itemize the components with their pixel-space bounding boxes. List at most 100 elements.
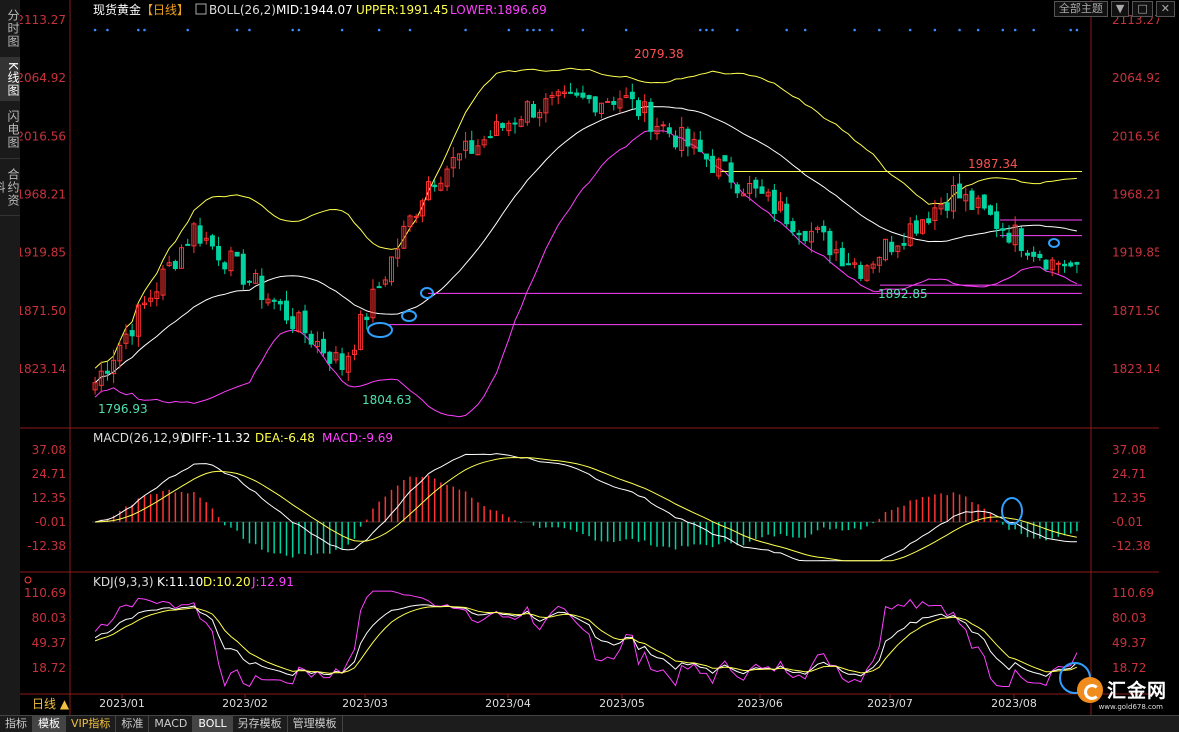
candle-body [827,230,833,256]
signal-dot [248,28,251,32]
candle-body [574,92,580,96]
sidebar-tab-2[interactable]: 闪电图 [0,101,20,159]
tab-manage-template[interactable]: 管理模板 [288,716,343,732]
signal-dot [186,28,190,32]
candle-body [327,351,333,364]
sidebar-tab-3[interactable]: 合约资料 [0,159,20,216]
tab-indicator[interactable]: 指标 [0,716,33,732]
signal-dot [408,28,412,32]
signal-dot [1069,28,1073,32]
candle-body [864,265,870,281]
macd-dea-value: DEA:-6.48 [255,431,315,445]
candle-body [426,181,432,201]
candle-body [858,264,864,279]
macd-y-tick-right-2: 12.35 [1112,491,1146,505]
macd-y-tick-left-0: 37.08 [32,443,66,457]
sidebar-tab-0[interactable]: 分时图 [0,0,20,58]
candle-body [512,122,518,125]
candle-body [907,223,913,246]
candle-body [438,182,444,191]
tab-template[interactable]: 模板 [33,716,66,732]
tab-boll[interactable]: BOLL [193,716,233,732]
tab-vip-indicator[interactable]: VIP指标 [66,716,117,732]
candle-body [833,249,839,254]
candle-body [456,153,462,161]
kdj-pin-icon [24,576,32,584]
boll-mid-value: MID:1944.07 [276,3,353,17]
marker-circle-0 [367,322,393,338]
candle-body [568,91,574,94]
candle-body [642,101,648,114]
price-annotation-4: 1892.85 [878,287,928,301]
candle-body [771,189,777,214]
candle-body [166,262,172,267]
candle-body [660,124,666,127]
candle-body [617,98,623,109]
candle-body [815,227,821,230]
candle-body [197,225,203,244]
candle-body [821,225,827,233]
signal-dot [785,28,788,32]
candle-body [1074,262,1080,265]
candle-body [586,95,592,100]
candle-body [432,184,438,188]
candle-body [555,91,561,97]
signal-dot [908,28,912,32]
candle-body [240,253,246,285]
macd-y-tick-right-3: -0.01 [1112,515,1143,529]
candle-body [654,125,660,135]
maximize-button[interactable]: □ [1132,1,1153,17]
sidebar-tab-1[interactable]: K线图 [0,58,20,101]
boll-upper-line [94,67,1077,369]
boll-mid-line [94,106,1077,384]
candle-body [994,211,1000,229]
tab-macd[interactable]: MACD [149,716,194,732]
candle-body [388,256,394,283]
candle-body [957,183,963,199]
kdj-y-tick-left-2: 49.37 [32,636,66,650]
candle-body [419,200,425,217]
x-tick-label-0: 2023/01 [99,697,145,710]
candle-body [963,194,969,202]
candle-body [518,119,524,127]
candle-body [203,237,209,241]
candle-body [487,136,493,139]
candle-body [1055,262,1061,265]
candle-body [1037,253,1043,259]
candle-body [1018,228,1024,252]
candle-body [321,338,327,354]
signal-dot [624,28,628,32]
candle-body [104,370,110,374]
logo-url: www.gold678.com [1098,703,1163,711]
candle-body [141,302,147,306]
main-y-tick-left-3: 1968.21 [20,187,66,201]
candle-body [284,300,290,321]
candle-body [246,280,252,283]
candle-body [901,243,907,246]
kdj-d-value: D:10.20 [203,575,251,589]
signal-dot [853,28,856,32]
tab-save-template[interactable]: 另存模板 [233,716,288,732]
instrument-name: 现货黄金 [93,2,141,17]
candle-body [703,153,709,160]
subject-select[interactable]: 全部主题 [1053,1,1108,17]
candle-body [302,310,308,334]
sidebar: 分时图K线图闪电图合约资料 [0,0,21,716]
main-y-tick-right-5: 1871.50 [1112,304,1159,318]
signal-dot [711,28,714,32]
candle-body [493,121,499,137]
candle-body [876,256,882,266]
dropdown-button[interactable]: ▼ [1110,1,1130,17]
candle-body [889,241,895,253]
macd-dea-line [95,456,1077,562]
candle-body [308,333,314,345]
tab-standard[interactable]: 标准 [116,716,150,732]
close-button[interactable]: ✕ [1155,1,1175,17]
candle-body [1012,224,1018,246]
period-button: 日线 ▲ [32,697,70,711]
candle-body [673,135,679,148]
candle-body [364,316,370,321]
candle-body [759,186,765,194]
candle-body [944,202,950,211]
candle-body [450,156,456,169]
